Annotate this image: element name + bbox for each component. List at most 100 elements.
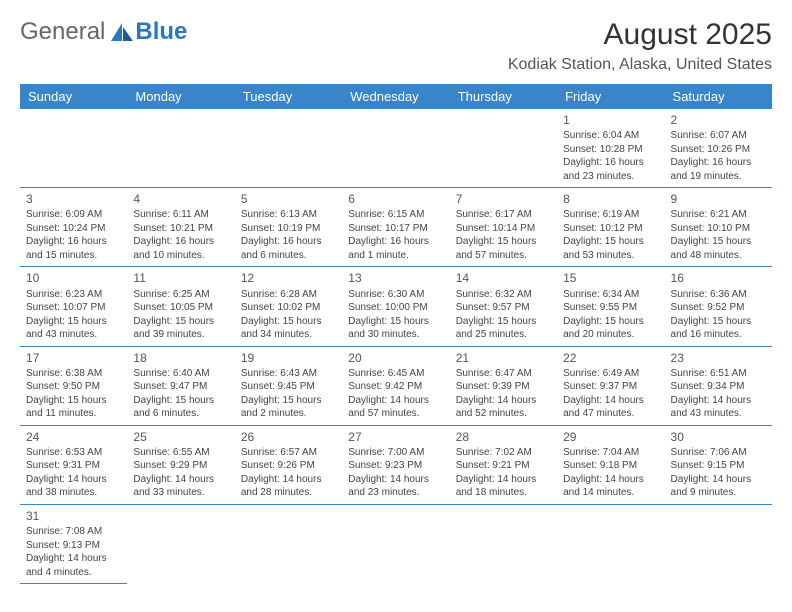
day-number: 5 (241, 191, 336, 207)
sunrise: Sunrise: 6:57 AM (241, 446, 336, 460)
day-header: Friday (557, 84, 664, 109)
sunset: Sunset: 10:00 PM (348, 301, 443, 315)
day-header: Thursday (450, 84, 557, 109)
sunrise: Sunrise: 6:11 AM (133, 208, 228, 222)
day-number: 19 (241, 350, 336, 366)
daylight: Daylight: 14 hours and 4 minutes. (26, 552, 121, 579)
sunrise: Sunrise: 6:21 AM (671, 208, 766, 222)
day-number: 31 (26, 508, 121, 524)
daylight: Daylight: 15 hours and 39 minutes. (133, 315, 228, 342)
sunrise: Sunrise: 6:34 AM (563, 288, 658, 302)
sunset: Sunset: 9:23 PM (348, 459, 443, 473)
sunset: Sunset: 9:34 PM (671, 380, 766, 394)
calendar-cell: 20Sunrise: 6:45 AMSunset: 9:42 PMDayligh… (342, 346, 449, 425)
calendar-cell: 5Sunrise: 6:13 AMSunset: 10:19 PMDayligh… (235, 188, 342, 267)
calendar-cell (450, 504, 557, 583)
calendar-cell: 21Sunrise: 6:47 AMSunset: 9:39 PMDayligh… (450, 346, 557, 425)
calendar-cell: 17Sunrise: 6:38 AMSunset: 9:50 PMDayligh… (20, 346, 127, 425)
logo-text-1: General (20, 18, 105, 46)
day-header: Sunday (20, 84, 127, 109)
calendar-cell: 28Sunrise: 7:02 AMSunset: 9:21 PMDayligh… (450, 425, 557, 504)
month-title: August 2025 (508, 18, 772, 52)
daylight: Daylight: 14 hours and 57 minutes. (348, 394, 443, 421)
calendar-cell: 10Sunrise: 6:23 AMSunset: 10:07 PMDaylig… (20, 267, 127, 346)
sunrise: Sunrise: 6:55 AM (133, 446, 228, 460)
day-number: 24 (26, 429, 121, 445)
calendar-cell: 19Sunrise: 6:43 AMSunset: 9:45 PMDayligh… (235, 346, 342, 425)
daylight: Daylight: 15 hours and 20 minutes. (563, 315, 658, 342)
day-number: 15 (563, 270, 658, 286)
sunset: Sunset: 9:50 PM (26, 380, 121, 394)
daylight: Daylight: 14 hours and 38 minutes. (26, 473, 121, 500)
sunrise: Sunrise: 6:47 AM (456, 367, 551, 381)
sunrise: Sunrise: 6:36 AM (671, 288, 766, 302)
day-number: 1 (563, 112, 658, 128)
calendar-cell: 3Sunrise: 6:09 AMSunset: 10:24 PMDayligh… (20, 188, 127, 267)
calendar-cell (20, 109, 127, 188)
sunrise: Sunrise: 7:04 AM (563, 446, 658, 460)
calendar-cell: 29Sunrise: 7:04 AMSunset: 9:18 PMDayligh… (557, 425, 664, 504)
calendar-cell: 24Sunrise: 6:53 AMSunset: 9:31 PMDayligh… (20, 425, 127, 504)
sunrise: Sunrise: 6:15 AM (348, 208, 443, 222)
sunset: Sunset: 9:13 PM (26, 539, 121, 553)
day-number: 16 (671, 270, 766, 286)
sunset: Sunset: 10:10 PM (671, 222, 766, 236)
sunrise: Sunrise: 6:13 AM (241, 208, 336, 222)
calendar-cell (342, 109, 449, 188)
sunrise: Sunrise: 6:38 AM (26, 367, 121, 381)
calendar-cell: 12Sunrise: 6:28 AMSunset: 10:02 PMDaylig… (235, 267, 342, 346)
calendar-cell: 9Sunrise: 6:21 AMSunset: 10:10 PMDayligh… (665, 188, 772, 267)
sunrise: Sunrise: 7:02 AM (456, 446, 551, 460)
sail-icon (109, 21, 135, 43)
calendar-cell: 6Sunrise: 6:15 AMSunset: 10:17 PMDayligh… (342, 188, 449, 267)
calendar-cell: 11Sunrise: 6:25 AMSunset: 10:05 PMDaylig… (127, 267, 234, 346)
daylight: Daylight: 14 hours and 43 minutes. (671, 394, 766, 421)
sunrise: Sunrise: 6:23 AM (26, 288, 121, 302)
day-number: 8 (563, 191, 658, 207)
sunset: Sunset: 9:31 PM (26, 459, 121, 473)
sunrise: Sunrise: 6:53 AM (26, 446, 121, 460)
day-number: 4 (133, 191, 228, 207)
day-number: 22 (563, 350, 658, 366)
sunset: Sunset: 10:14 PM (456, 222, 551, 236)
calendar-cell (235, 504, 342, 583)
day-header: Saturday (665, 84, 772, 109)
daylight: Daylight: 14 hours and 14 minutes. (563, 473, 658, 500)
day-number: 3 (26, 191, 121, 207)
calendar-cell: 14Sunrise: 6:32 AMSunset: 9:57 PMDayligh… (450, 267, 557, 346)
daylight: Daylight: 15 hours and 6 minutes. (133, 394, 228, 421)
sunset: Sunset: 10:19 PM (241, 222, 336, 236)
calendar-cell: 8Sunrise: 6:19 AMSunset: 10:12 PMDayligh… (557, 188, 664, 267)
sunrise: Sunrise: 6:40 AM (133, 367, 228, 381)
day-number: 11 (133, 270, 228, 286)
sunrise: Sunrise: 6:09 AM (26, 208, 121, 222)
calendar-cell: 4Sunrise: 6:11 AMSunset: 10:21 PMDayligh… (127, 188, 234, 267)
sunset: Sunset: 10:24 PM (26, 222, 121, 236)
day-header: Tuesday (235, 84, 342, 109)
daylight: Daylight: 14 hours and 47 minutes. (563, 394, 658, 421)
calendar-cell: 30Sunrise: 7:06 AMSunset: 9:15 PMDayligh… (665, 425, 772, 504)
day-number: 10 (26, 270, 121, 286)
sunset: Sunset: 9:37 PM (563, 380, 658, 394)
calendar-table: SundayMondayTuesdayWednesdayThursdayFrid… (20, 84, 772, 584)
sunset: Sunset: 10:12 PM (563, 222, 658, 236)
sunrise: Sunrise: 7:00 AM (348, 446, 443, 460)
daylight: Daylight: 15 hours and 11 minutes. (26, 394, 121, 421)
logo: General Blue (20, 18, 187, 46)
sunrise: Sunrise: 6:43 AM (241, 367, 336, 381)
day-number: 12 (241, 270, 336, 286)
sunrise: Sunrise: 6:04 AM (563, 129, 658, 143)
sunrise: Sunrise: 6:30 AM (348, 288, 443, 302)
sunrise: Sunrise: 7:06 AM (671, 446, 766, 460)
sunrise: Sunrise: 6:49 AM (563, 367, 658, 381)
sunset: Sunset: 10:05 PM (133, 301, 228, 315)
location: Kodiak Station, Alaska, United States (508, 56, 772, 74)
sunrise: Sunrise: 6:45 AM (348, 367, 443, 381)
daylight: Daylight: 14 hours and 9 minutes. (671, 473, 766, 500)
logo-text-2: Blue (135, 18, 187, 46)
daylight: Daylight: 16 hours and 1 minute. (348, 235, 443, 262)
sunrise: Sunrise: 6:17 AM (456, 208, 551, 222)
calendar-cell: 23Sunrise: 6:51 AMSunset: 9:34 PMDayligh… (665, 346, 772, 425)
day-number: 6 (348, 191, 443, 207)
sunrise: Sunrise: 6:51 AM (671, 367, 766, 381)
